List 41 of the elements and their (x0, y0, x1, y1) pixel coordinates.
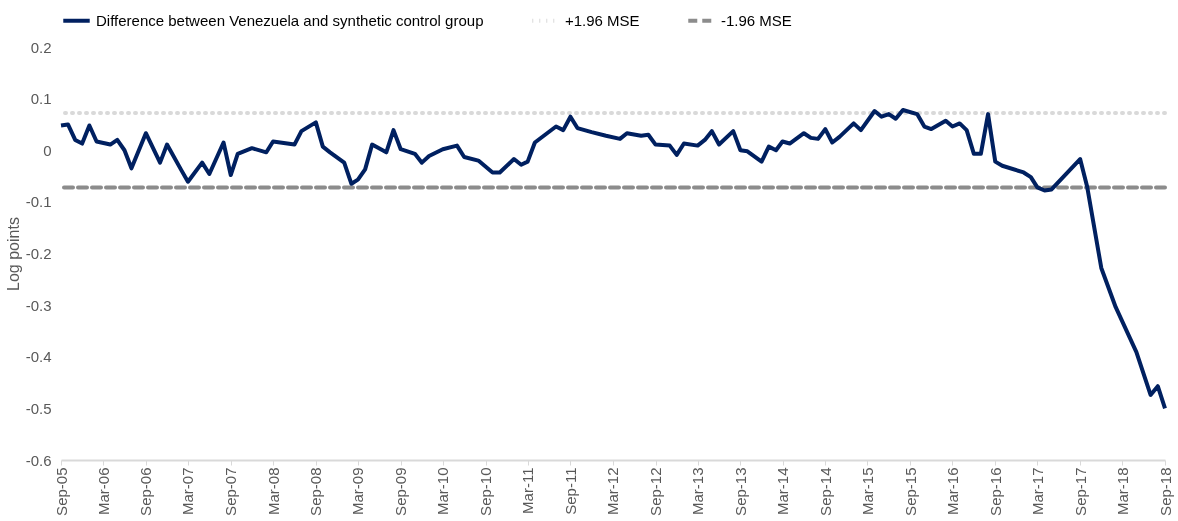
x-tick-label: Sep-05 (52, 467, 70, 516)
x-tick-label: Mar-13 (689, 467, 707, 516)
x-tick-label: Sep-11 (561, 467, 579, 515)
x-tick-label: Sep-12 (647, 467, 665, 516)
x-tick-label: Sep-16 (986, 467, 1004, 516)
x-tick-label: Mar-16 (943, 467, 961, 516)
x-tick-label: Mar-15 (858, 467, 876, 516)
x-tick-label: Sep-07 (222, 467, 240, 516)
y-tick-label: -0.4 (25, 348, 52, 366)
y-tick-label: 0 (43, 141, 52, 159)
x-tick-label: Sep-17 (1071, 467, 1089, 516)
x-tick-label: Sep-06 (137, 467, 155, 516)
x-tick-label: Mar-07 (179, 467, 197, 516)
x-tick-label: Mar-17 (1028, 467, 1046, 516)
y-tick-label: 0.1 (30, 90, 52, 108)
x-tick-label: Sep-13 (731, 467, 749, 516)
y-axis-title: Log points (4, 217, 22, 291)
x-tick-label: Mar-09 (349, 467, 367, 516)
x-tick-label: Sep-08 (307, 467, 325, 516)
y-tick-label: -0.3 (25, 296, 52, 314)
y-tick-label: -0.6 (25, 451, 52, 469)
x-tick-label: Mar-12 (604, 467, 622, 516)
y-tick-label: -0.5 (25, 399, 52, 417)
legend-label: Difference between Venezuela and synthetic control group (96, 11, 484, 29)
x-tick-label: Sep-14 (816, 467, 834, 516)
x-tick-label: Mar-10 (434, 467, 452, 516)
x-tick-label: Sep-10 (477, 467, 495, 516)
x-tick-label: Sep-15 (901, 467, 919, 516)
line-series (59, 107, 1167, 411)
x-tick-label: Mar-18 (1113, 467, 1131, 516)
x-tick-label: Mar-11 (519, 467, 537, 514)
legend-label: +1.96 MSE (565, 11, 640, 29)
y-tick-label: -0.2 (25, 245, 52, 262)
x-tick-label: Mar-06 (94, 467, 112, 516)
x-tick-label: Mar-08 (264, 467, 282, 516)
y-tick-label: -0.1 (25, 193, 52, 211)
x-tick-label: Mar-14 (774, 467, 792, 516)
y-tick-label: 0.2 (30, 38, 52, 56)
legend-label: -1.96 MSE (721, 11, 792, 29)
x-tick-label: Sep-18 (1156, 467, 1174, 516)
x-tick-label: Sep-09 (392, 467, 410, 516)
